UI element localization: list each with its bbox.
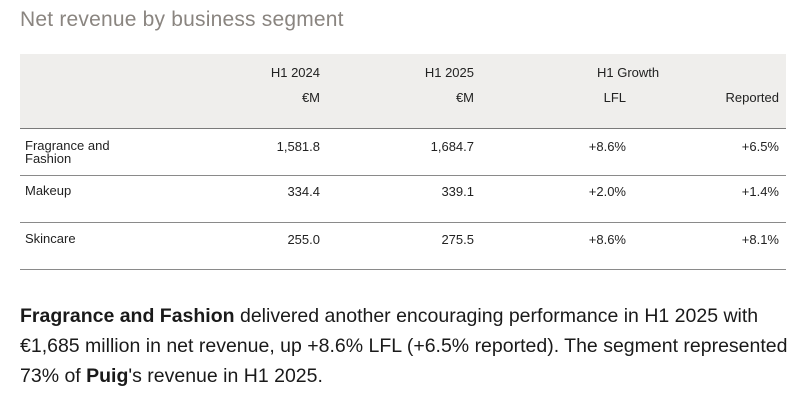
value-h1-2025: 275.5 bbox=[441, 232, 474, 247]
table-row: Fragrance and Fashion 1,581.8 1,684.7 +8… bbox=[20, 129, 786, 176]
value-h1-2024: 1,581.8 bbox=[276, 139, 320, 154]
value-reported: +1.4% bbox=[741, 184, 779, 199]
value-h1-2025: 1,684.7 bbox=[430, 139, 474, 154]
table-row: Skincare 255.0 275.5 +8.6% +8.1% bbox=[20, 223, 786, 270]
section-title: Net revenue by business segment bbox=[20, 8, 344, 31]
segment-revenue-table: H1 2024 H1 2025 H1 Growth €M €M LFL Repo… bbox=[20, 54, 786, 270]
value-reported: +8.1% bbox=[741, 232, 779, 247]
bold-segment-name: Fragrance and Fashion bbox=[20, 305, 235, 327]
segment-name: Fragrance and Fashion bbox=[25, 138, 110, 166]
header-lfl: LFL bbox=[603, 90, 626, 105]
commentary-text-1: delivered another encouraging performanc… bbox=[20, 305, 788, 387]
value-h1-2024: 334.4 bbox=[287, 184, 320, 199]
header-unit-2024: €M bbox=[301, 90, 320, 105]
value-reported: +6.5% bbox=[741, 139, 779, 154]
segment-commentary: Fragrance and Fashion delivered another … bbox=[20, 301, 790, 391]
segment-name: Skincare bbox=[25, 231, 76, 246]
header-h1-growth: H1 Growth bbox=[597, 65, 660, 80]
segment-name: Makeup bbox=[25, 183, 72, 198]
value-lfl: +8.6% bbox=[588, 232, 626, 247]
bold-company-name: Puig bbox=[86, 365, 129, 387]
header-reported: Reported bbox=[725, 90, 779, 105]
value-lfl: +8.6% bbox=[588, 139, 626, 154]
table-row: Makeup 334.4 339.1 +2.0% +1.4% bbox=[20, 176, 786, 223]
header-unit-2025: €M bbox=[455, 90, 474, 105]
table-header: H1 2024 H1 2025 H1 Growth €M €M LFL Repo… bbox=[20, 54, 786, 129]
header-h1-2024: H1 2024 bbox=[270, 65, 320, 80]
value-h1-2025: 339.1 bbox=[441, 184, 474, 199]
value-lfl: +2.0% bbox=[588, 184, 626, 199]
commentary-text-2: 's revenue in H1 2025. bbox=[128, 365, 323, 387]
header-h1-2025: H1 2025 bbox=[424, 65, 474, 80]
value-h1-2024: 255.0 bbox=[287, 232, 320, 247]
